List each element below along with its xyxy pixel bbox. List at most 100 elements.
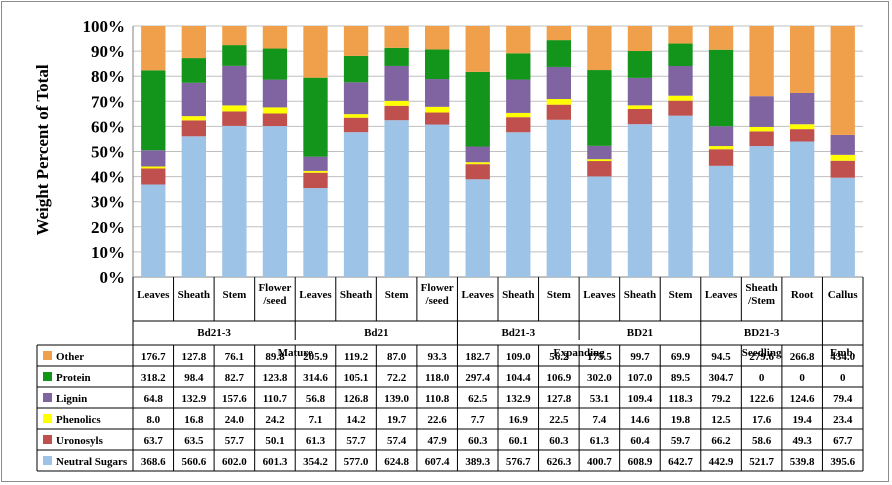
bar-protein [181, 58, 206, 83]
table-value: 7.4 [593, 414, 607, 426]
bar-lignin [708, 126, 734, 147]
bar-phenolics [181, 116, 206, 121]
legend-key-lignin [43, 393, 52, 402]
table-value: 157.6 [222, 393, 247, 405]
table-value: 110.7 [263, 393, 288, 405]
table-value: 132.9 [181, 393, 206, 405]
bar-lignin [546, 66, 571, 100]
table-value: 57.4 [387, 435, 407, 447]
bar-phenolics [141, 166, 166, 169]
bar-neutral-sugars [790, 141, 815, 277]
bar-other [343, 26, 369, 56]
bar-other [668, 26, 693, 44]
bar-uronosyls [181, 120, 206, 137]
table-value: 127.8 [546, 393, 571, 405]
bar-neutral-sugars [546, 119, 571, 277]
table-value: 19.4 [793, 414, 813, 426]
bar-phenolics [425, 106, 450, 113]
table-value: 607.4 [425, 456, 450, 468]
table-value: 58.6 [752, 435, 772, 447]
table-value: 7.7 [471, 414, 485, 426]
bar-neutral-sugars [627, 124, 653, 277]
table-value: 64.8 [144, 393, 164, 405]
y-axis-label: Weight Percent of Total [33, 64, 52, 235]
bar-other [384, 26, 409, 48]
bar-uronosyls [506, 117, 531, 133]
bar-neutral-sugars [181, 136, 206, 277]
bar-lignin [749, 96, 774, 127]
bar-neutral-sugars [303, 188, 328, 277]
table-value: 577.0 [344, 456, 369, 468]
table-value: 82.7 [225, 372, 245, 384]
table-value: 79.2 [711, 393, 731, 405]
bar-uronosyls [465, 164, 490, 180]
category-label: Stem [222, 289, 246, 301]
bar-other [222, 26, 247, 46]
table-value: 304.7 [709, 372, 734, 384]
table-value: 127.8 [181, 351, 206, 363]
bar-phenolics [830, 154, 855, 161]
bar-other [587, 26, 612, 71]
table-value: 57.7 [346, 435, 366, 447]
bar-protein [506, 53, 531, 80]
bar-protein [262, 48, 288, 80]
bar-phenolics [222, 105, 247, 112]
data-table: Leaves Sheath Stem Flower/seed Leaves Sheath S… [36, 277, 864, 472]
table-value: 63.7 [144, 435, 164, 447]
bar-uronosyls [384, 105, 409, 121]
table-value: 57.7 [225, 435, 245, 447]
table-value: 63.5 [184, 435, 204, 447]
bar-protein [384, 47, 409, 66]
table-value: 98.4 [184, 372, 204, 384]
table-value: 22.6 [428, 414, 448, 426]
bar-neutral-sugars [749, 146, 774, 277]
bar-lignin [181, 82, 206, 117]
bar-other [262, 26, 288, 49]
bar-other [546, 26, 571, 41]
legend-key-phenolics [43, 414, 52, 423]
y-tick-label: 100% [83, 17, 126, 36]
table-value: 139.0 [384, 393, 409, 405]
table-value: 539.8 [790, 456, 815, 468]
bar-lignin [790, 92, 815, 125]
bar-neutral-sugars [141, 184, 166, 277]
stage-label: Emb. [830, 347, 856, 359]
table-value: 61.3 [590, 435, 610, 447]
table-value: 47.9 [428, 435, 448, 447]
table-value: 279.6 [749, 351, 774, 363]
bar-other [506, 26, 531, 54]
bar-lignin [465, 146, 490, 163]
bar-protein [303, 77, 328, 157]
table-value: 442.9 [709, 456, 734, 468]
table-value: 49.3 [793, 435, 813, 447]
bar-uronosyls [830, 160, 855, 178]
bar-phenolics [627, 105, 653, 110]
table-value: 14.6 [630, 414, 650, 426]
table-value: 79.4 [833, 393, 853, 405]
bar-other [790, 26, 815, 93]
table-value: 118.3 [668, 393, 693, 405]
stage-label: Seedling [742, 347, 782, 359]
table-value: 626.3 [546, 456, 571, 468]
table-value: 8.0 [146, 414, 160, 426]
bar-neutral-sugars [222, 125, 247, 277]
table-value: 17.6 [752, 414, 772, 426]
table-value: 176.7 [141, 351, 166, 363]
bar-lignin [343, 82, 369, 115]
bar-uronosyls [303, 172, 328, 189]
bar-other [627, 26, 653, 52]
bars [141, 26, 855, 277]
bar-lignin [506, 79, 531, 113]
table-value: 182.7 [465, 351, 490, 363]
bar-other [830, 26, 855, 135]
table-value: 24.2 [265, 414, 285, 426]
bar-lignin [384, 65, 409, 101]
category-label: Stem [669, 289, 693, 301]
table-value: 601.3 [263, 456, 288, 468]
category-label: Root [791, 289, 814, 301]
table-value: 99.7 [630, 351, 650, 363]
table-value: 56.2 [549, 351, 569, 363]
table-value: 66.2 [711, 435, 731, 447]
bar-phenolics [587, 159, 612, 162]
